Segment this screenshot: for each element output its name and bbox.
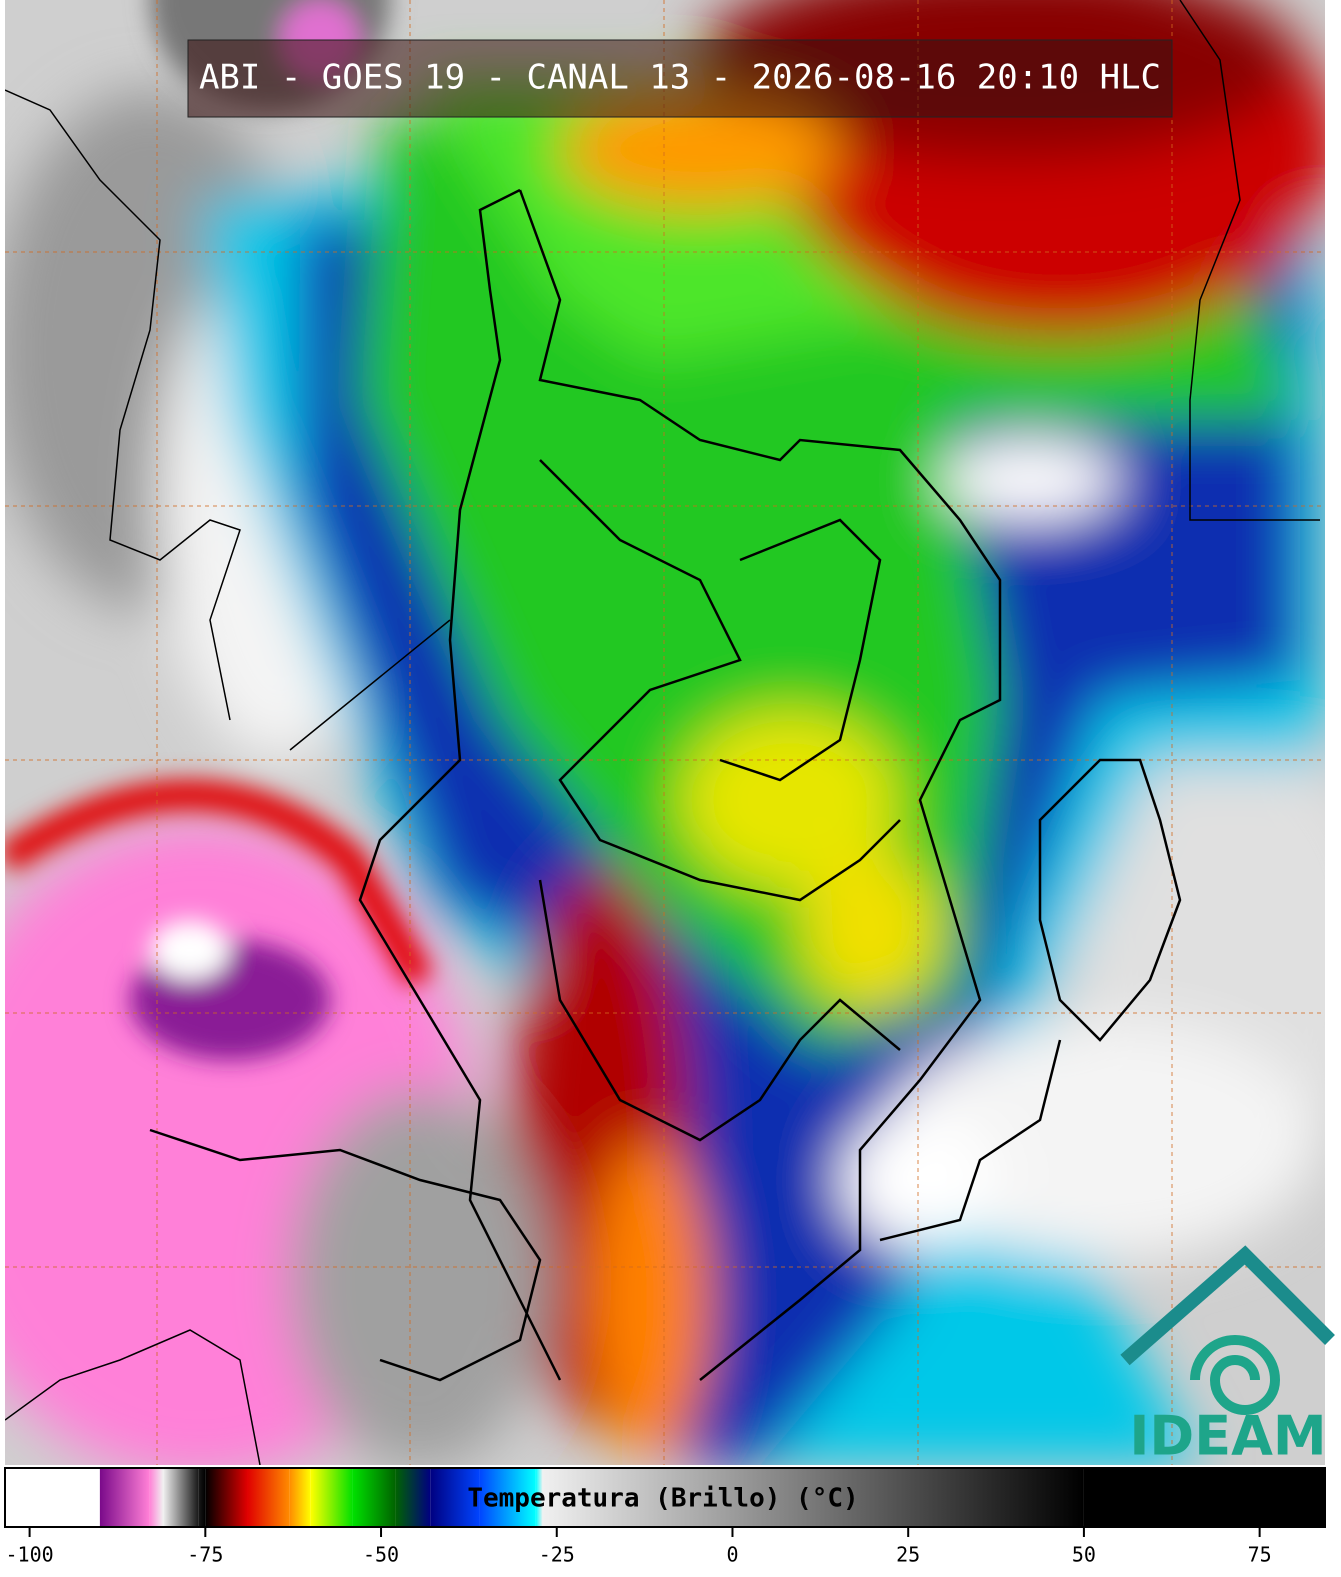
colorbar-segment	[430, 1468, 480, 1527]
colorbar-segment	[198, 1468, 206, 1527]
colorbar-segment	[310, 1468, 353, 1527]
colorbar-segment	[205, 1468, 248, 1527]
colorbar-segment	[352, 1468, 396, 1527]
title: ABI - GOES 19 - CANAL 13 - 2026-08-16 20…	[199, 58, 1161, 98]
tick-label: -50	[363, 1543, 399, 1567]
colorbar-segment	[149, 1468, 164, 1527]
colorbar-segment	[247, 1468, 290, 1527]
borders	[5, 0, 1320, 1465]
logo: IDEAM	[1120, 1245, 1335, 1468]
colorbar-segment	[542, 1468, 1084, 1527]
colorbar	[5, 1468, 1325, 1527]
colorbar-frame	[4, 1467, 1326, 1528]
tick-label: 25	[896, 1543, 920, 1567]
tick-label: 75	[1248, 1543, 1272, 1567]
logo-text: IDEAM	[1129, 1405, 1326, 1468]
colorbar-segment	[1083, 1468, 1325, 1527]
colorbar-segment	[535, 1468, 543, 1527]
colorbar-segment	[163, 1468, 199, 1527]
colorbar-label: Temperatura (Brillo) (°C)	[467, 1484, 858, 1514]
colorbar-segment	[395, 1468, 431, 1527]
title-box	[187, 39, 1173, 118]
tick-label: 0	[726, 1543, 738, 1567]
colorbar-segment	[289, 1468, 311, 1527]
colorbar-segment	[5, 1468, 100, 1527]
tick-label: 50	[1072, 1543, 1096, 1567]
colorbar-segment	[99, 1468, 150, 1527]
tick-label: -75	[187, 1543, 223, 1567]
tick-label: -100	[6, 1543, 54, 1567]
colorbar-segment	[479, 1468, 536, 1527]
satellite-map	[5, 0, 1325, 1465]
tick-label: -25	[539, 1543, 575, 1567]
